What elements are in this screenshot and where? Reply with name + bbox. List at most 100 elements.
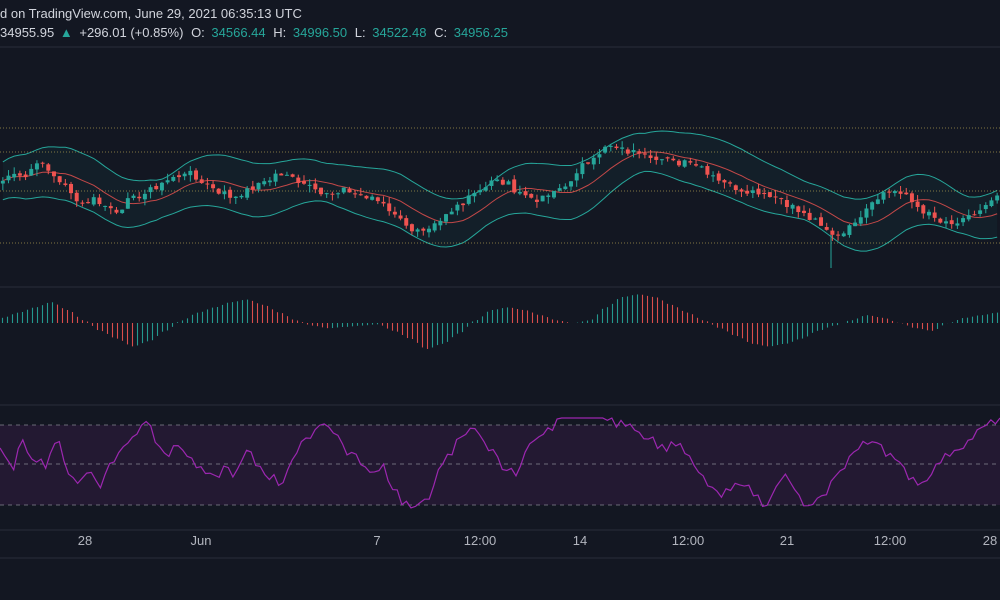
candle-body	[557, 188, 562, 191]
candle-body	[233, 196, 238, 199]
candle-body	[222, 191, 227, 195]
candle-body	[80, 202, 85, 204]
time-axis-tick-label: 21	[780, 533, 794, 548]
candle-body	[784, 200, 789, 207]
candle-body	[938, 218, 943, 223]
candle-body	[586, 162, 591, 164]
momentum-pane[interactable]	[1, 294, 999, 349]
candle-body	[421, 228, 426, 231]
candle-body	[853, 222, 858, 227]
candle-body	[216, 188, 221, 194]
candle-body	[17, 173, 22, 176]
candle-body	[688, 161, 693, 163]
candle-body	[375, 197, 380, 202]
time-axis-tick-label: 12:00	[874, 533, 907, 548]
candle-body	[904, 192, 909, 195]
candle-body	[472, 192, 477, 197]
candle-body	[733, 185, 738, 191]
time-axis-tick-label: 12:00	[672, 533, 705, 548]
candle-body	[46, 164, 51, 171]
candle-body	[694, 164, 699, 166]
candle-body	[654, 156, 659, 160]
bollinger-fill	[2, 131, 998, 252]
candle-body	[353, 193, 358, 195]
candle-body	[381, 201, 386, 204]
candle-body	[74, 192, 79, 202]
up-arrow-icon: ▲	[59, 25, 73, 40]
candle-body	[966, 215, 971, 220]
time-axis[interactable]: 28 Jun 7 12:00 14 12:00 21 12:00 28	[78, 533, 997, 548]
candle-body	[273, 173, 278, 182]
candle-body	[330, 193, 335, 195]
candle-body	[972, 214, 977, 216]
candle-body	[0, 180, 5, 184]
candle-body	[676, 160, 681, 166]
candle-body	[824, 227, 829, 230]
candle-body	[864, 208, 869, 218]
published-label: d on TradingView.com, June 29, 2021 06:3…	[0, 6, 302, 21]
price-pane[interactable]	[0, 127, 1000, 268]
candle-body	[358, 194, 363, 196]
time-axis-tick-label: 12:00	[464, 533, 497, 548]
time-axis-tick-label: 14	[573, 533, 587, 548]
candle-body	[228, 189, 233, 198]
candle-body	[620, 147, 625, 149]
candle-body	[591, 157, 596, 165]
candle-body	[665, 157, 670, 159]
time-axis-tick-label: 28	[983, 533, 997, 548]
candle-body	[29, 168, 34, 176]
candle-body	[728, 182, 733, 184]
candle-body	[478, 190, 483, 193]
candle-body	[239, 195, 244, 198]
candle-body	[983, 205, 988, 210]
price-change: +296.01 (+0.85%)	[79, 25, 184, 40]
candle-body	[176, 175, 181, 178]
candle-body	[722, 180, 727, 183]
candle-body	[642, 153, 647, 155]
candle-body	[392, 211, 397, 215]
candle-body	[875, 199, 880, 204]
candle-body	[773, 196, 778, 198]
candle-body	[296, 177, 301, 183]
candle-body	[819, 217, 824, 226]
candle-body	[63, 183, 68, 185]
bollinger-basis-line	[2, 151, 998, 226]
time-axis-tick-label: 28	[78, 533, 92, 548]
candle-body	[796, 206, 801, 213]
candle-body	[949, 220, 954, 225]
candle-body	[779, 198, 784, 200]
chart-info-line-1: d on TradingView.com, June 29, 2021 06:3…	[0, 6, 302, 21]
candle-body	[813, 218, 818, 220]
candle-body	[682, 160, 687, 167]
candle-body	[415, 229, 420, 232]
candle-body	[432, 223, 437, 231]
candle-body	[989, 200, 994, 207]
candle-body	[284, 174, 289, 176]
candle-body	[40, 162, 45, 164]
candle-body	[881, 192, 886, 200]
candle-body	[91, 197, 96, 205]
candle-body	[341, 187, 346, 193]
open-label: O:	[191, 25, 205, 40]
candle-body	[483, 187, 488, 191]
candle-body	[199, 179, 204, 184]
candle-body	[614, 146, 619, 149]
candle-body	[131, 195, 136, 198]
candle-body	[847, 225, 852, 235]
candle-body	[551, 190, 556, 198]
candle-body	[978, 210, 983, 214]
candle-body	[347, 189, 352, 193]
candle-body	[790, 204, 795, 209]
open-value: 34566.44	[211, 25, 266, 40]
candle-body	[256, 182, 261, 190]
candle-body	[165, 180, 170, 183]
rsi-pane[interactable]	[0, 417, 1000, 509]
candle-body	[444, 214, 449, 222]
rsi-band	[0, 425, 1000, 505]
candle-body	[23, 174, 28, 178]
candle-body	[745, 190, 750, 194]
candle-body	[801, 210, 806, 214]
candle-body	[887, 191, 892, 193]
candle-body	[171, 176, 176, 181]
